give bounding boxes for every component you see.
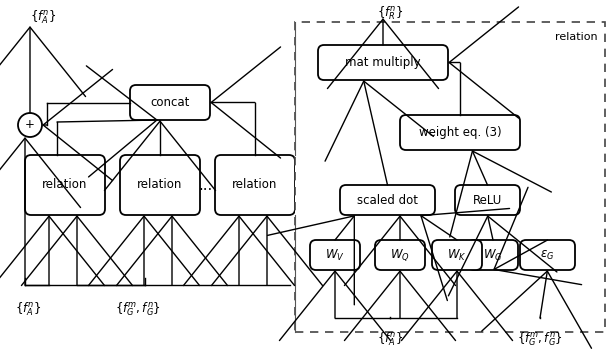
Text: $W_K$: $W_K$	[447, 247, 467, 263]
Text: relation: relation	[232, 178, 278, 191]
Text: $\{f_R^n\}$: $\{f_R^n\}$	[377, 4, 403, 21]
FancyBboxPatch shape	[468, 240, 518, 270]
FancyBboxPatch shape	[120, 155, 200, 215]
Text: weight eq. (3): weight eq. (3)	[419, 126, 501, 139]
FancyBboxPatch shape	[375, 240, 425, 270]
Text: concat: concat	[150, 96, 190, 109]
FancyBboxPatch shape	[25, 155, 105, 215]
FancyBboxPatch shape	[520, 240, 575, 270]
Text: $\{f_G^m, f_G^n\}$: $\{f_G^m, f_G^n\}$	[517, 330, 563, 347]
Text: $\{f_A^n\}$: $\{f_A^n\}$	[377, 330, 403, 347]
Text: $\{f_G^m, f_G^n\}$: $\{f_G^m, f_G^n\}$	[115, 300, 161, 318]
Text: $W_Q$: $W_Q$	[390, 247, 410, 263]
FancyBboxPatch shape	[215, 155, 295, 215]
FancyBboxPatch shape	[400, 115, 520, 150]
FancyBboxPatch shape	[432, 240, 482, 270]
FancyBboxPatch shape	[130, 85, 210, 120]
Text: relation: relation	[137, 178, 183, 191]
FancyBboxPatch shape	[318, 45, 448, 80]
FancyBboxPatch shape	[295, 22, 605, 332]
Text: +: +	[25, 119, 35, 132]
FancyBboxPatch shape	[310, 240, 360, 270]
Text: scaled dot: scaled dot	[357, 194, 418, 207]
Text: relation: relation	[43, 178, 87, 191]
Text: mat multiply: mat multiply	[345, 56, 421, 69]
Text: $\{f_A^n\}$: $\{f_A^n\}$	[15, 300, 41, 318]
FancyBboxPatch shape	[340, 185, 435, 215]
Text: $\{f_A^n\}$: $\{f_A^n\}$	[30, 8, 56, 25]
Text: relation: relation	[556, 32, 598, 42]
Text: ReLU: ReLU	[473, 194, 502, 207]
FancyBboxPatch shape	[455, 185, 520, 215]
Text: $W_V$: $W_V$	[325, 247, 345, 263]
Text: $W_G$: $W_G$	[483, 247, 503, 263]
Text: $\varepsilon_G$: $\varepsilon_G$	[540, 249, 554, 262]
Text: ...: ...	[198, 177, 212, 193]
